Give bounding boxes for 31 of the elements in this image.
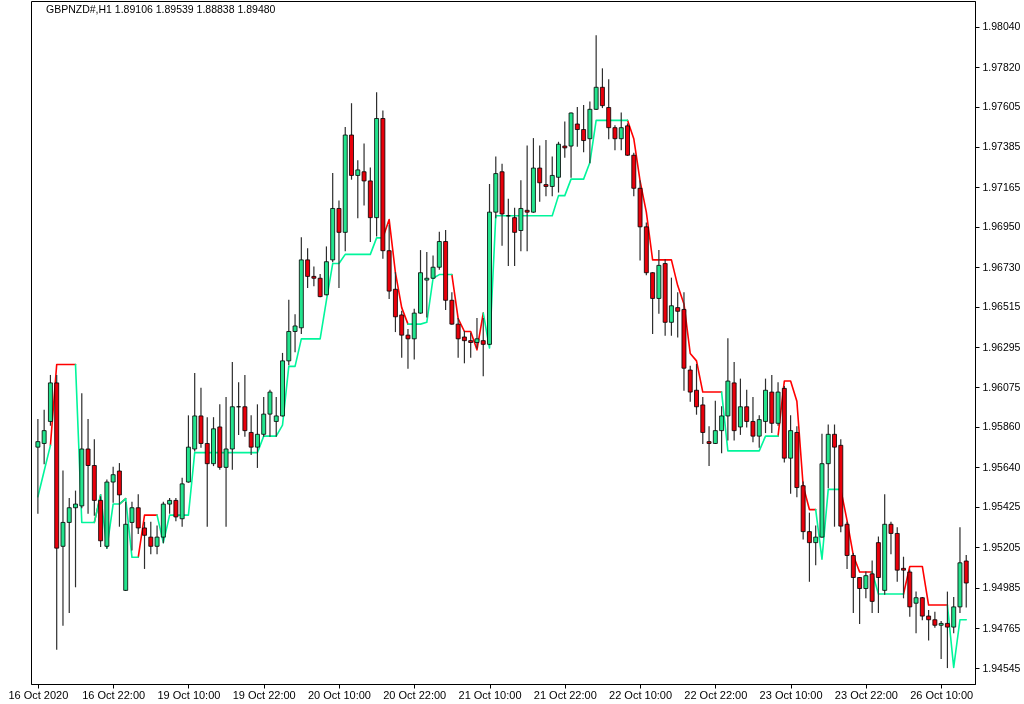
x-tick-label: 20 Oct 10:00 (307, 688, 371, 701)
x-tick-label: 22 Oct 22:00 (684, 688, 748, 701)
y-tick-label: 1.95425 (982, 500, 1021, 513)
x-tick-label: 19 Oct 10:00 (157, 688, 221, 701)
x-tick-label: 22 Oct 10:00 (609, 688, 673, 701)
x-tick-label: 23 Oct 10:00 (759, 688, 823, 701)
y-tick-label: 1.94765 (982, 621, 1021, 634)
x-tick-label: 23 Oct 22:00 (834, 688, 898, 701)
x-tick-label: 21 Oct 22:00 (533, 688, 597, 701)
y-tick-label: 1.96075 (982, 380, 1021, 393)
x-tick-label: 20 Oct 22:00 (383, 688, 447, 701)
y-tick-label: 1.96950 (982, 220, 1021, 233)
y-tick-label: 1.97385 (982, 140, 1021, 153)
y-tick-label: 1.97165 (982, 180, 1021, 193)
y-tick-label: 1.97605 (982, 100, 1021, 113)
x-tick-label: 16 Oct 2020 (8, 688, 69, 701)
x-tick-label: 19 Oct 22:00 (232, 688, 296, 701)
y-tick-label: 1.96515 (982, 300, 1021, 313)
chart-title: GBPNZD#,H1 1.89106 1.89539 1.88838 1.89480 (46, 2, 276, 15)
x-tick-label: 16 Oct 22:00 (82, 688, 146, 701)
y-tick-label: 1.95640 (982, 460, 1021, 473)
x-tick-label: 21 Oct 10:00 (458, 688, 522, 701)
x-tick-label: 26 Oct 10:00 (910, 688, 974, 701)
y-tick-label: 1.96295 (982, 340, 1021, 353)
y-tick-label: 1.95205 (982, 540, 1021, 553)
y-tick-label: 1.96730 (982, 260, 1021, 273)
y-tick-label: 1.97820 (982, 60, 1021, 73)
y-tick-label: 1.94985 (982, 581, 1021, 594)
y-tick-label: 1.95860 (982, 420, 1021, 433)
y-tick-label: 1.94545 (982, 661, 1021, 674)
y-tick-label: 1.98040 (982, 20, 1021, 33)
